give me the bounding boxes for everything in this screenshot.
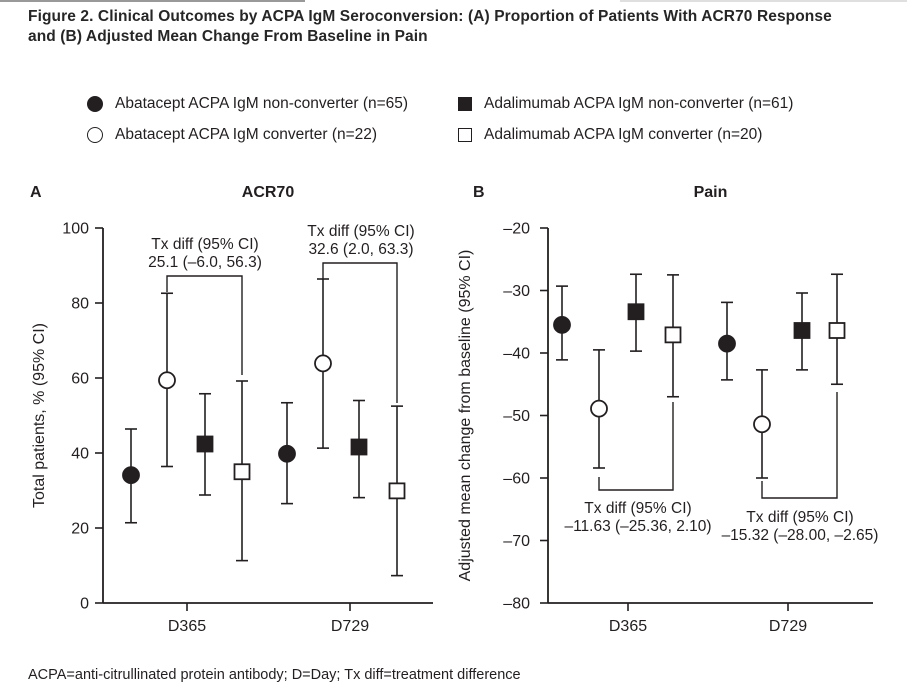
circle-open-icon xyxy=(87,127,103,143)
panel-A-x-label-D365: D365 xyxy=(168,618,206,635)
panel-B-point-circle-filled-D729 xyxy=(718,334,736,353)
panel-B-y-tick-label: –40 xyxy=(503,346,530,363)
panel-B-y-tick-label: –30 xyxy=(503,283,530,300)
figure-title-line1: Figure 2. Clinical Outcomes by ACPA IgM … xyxy=(28,8,832,25)
footnote: ACPA=anti-citrullinated protein antibody… xyxy=(28,667,521,683)
panel-B-y-axis-title: Adjusted mean change from baseline (95% … xyxy=(457,250,474,582)
panel-B-label: B xyxy=(473,184,485,201)
panel-B-txdiff-text-D365-line2: –11.63 (–25.36, 2.10) xyxy=(564,518,711,535)
panel-B-txdiff-text-D729-line2: –15.32 (–28.00, –2.65) xyxy=(722,527,879,544)
panel-A-y-tick-label: 20 xyxy=(71,521,89,538)
legend-label: Adalimumab ACPA IgM converter (n=20) xyxy=(484,126,763,143)
legend-label: Abatacept ACPA IgM converter (n=22) xyxy=(115,126,378,143)
panel-B-txdiff-text-D729-line1: Tx diff (95% CI) xyxy=(746,509,853,526)
panel-A-txdiff-text-D365-line2: 25.1 (–6.0, 56.3) xyxy=(148,254,262,271)
panel-B-point-circle-filled-D365 xyxy=(553,315,571,334)
panel-B-txdiff-text-D365-line1: Tx diff (95% CI) xyxy=(584,500,691,517)
panel-A-point-circle-filled-D365 xyxy=(122,466,140,485)
panel-A-x-label-D729: D729 xyxy=(331,618,369,635)
panel-B-y-tick-label: –20 xyxy=(503,221,530,238)
figure-title: Figure 2. Clinical Outcomes by ACPA IgM … xyxy=(28,7,832,47)
panel-A-point-square-open-D729 xyxy=(388,482,406,500)
legend-item-2: Abatacept ACPA IgM converter (n=22) xyxy=(87,126,377,144)
panel-A-txdiff-text-D365-line1: Tx diff (95% CI) xyxy=(151,236,258,253)
panel-A-y-tick-label: 40 xyxy=(71,446,89,463)
panel-B-point-square-open-D365 xyxy=(664,326,682,344)
panel-A-y-tick-label: 100 xyxy=(62,221,89,238)
panel-B-y-tick-label: –80 xyxy=(503,596,530,613)
panel-A-txdiff-text-D729-line2: 32.6 (2.0, 63.3) xyxy=(308,241,413,258)
panel-A-point-square-filled-D365 xyxy=(196,435,214,453)
legend-label: Abatacept ACPA IgM non-converter (n=65) xyxy=(115,95,409,112)
panel-B-x-label-D729: D729 xyxy=(769,618,807,635)
legend-item-3: Adalimumab ACPA IgM non-converter (n=61) xyxy=(458,95,793,113)
panel-A-point-square-open-D365 xyxy=(233,463,251,481)
panel-B-point-square-open-D729 xyxy=(828,322,846,339)
panel-A-txdiff-text-D729-line1: Tx diff (95% CI) xyxy=(307,223,414,240)
panel-B-txdiff-bracket-D365 xyxy=(598,402,674,491)
crop-artifact-left xyxy=(0,0,305,2)
legend-label: Adalimumab ACPA IgM non-converter (n=61) xyxy=(484,95,794,112)
panel-B-txdiff-bracket-D729 xyxy=(761,392,838,499)
legend-item-1: Abatacept ACPA IgM non-converter (n=65) xyxy=(87,95,408,113)
panel-B-y-tick-label: –50 xyxy=(503,408,530,425)
figure-title-line2: and (B) Adjusted Mean Change From Baseli… xyxy=(28,28,428,45)
panel-A-txdiff-bracket-D365 xyxy=(166,275,243,375)
panel-B-y-tick-label: –60 xyxy=(503,471,530,488)
square-filled-icon xyxy=(458,97,472,111)
panel-A-txdiff-bracket-D729 xyxy=(322,262,398,403)
legend-item-4: Adalimumab ACPA IgM converter (n=20) xyxy=(458,126,762,144)
panel-A-y-tick-label: 0 xyxy=(80,596,89,613)
panel-A-y-axis-title: Total patients, % (95% CI) xyxy=(31,323,48,508)
panel-A-title: ACR70 xyxy=(242,184,295,201)
panel-B-point-circle-open-D365 xyxy=(590,399,608,418)
panel-B-title: Pain xyxy=(694,184,728,201)
square-open-icon xyxy=(458,128,472,142)
crop-artifact-right xyxy=(620,0,907,2)
panel-A-point-square-filled-D729 xyxy=(350,438,368,456)
panel-A-point-circle-open-D729 xyxy=(314,354,332,373)
panel-A-y-tick-label: 80 xyxy=(71,296,89,313)
panel-A-y-tick-label: 60 xyxy=(71,371,89,388)
circle-filled-icon xyxy=(87,96,103,112)
panel-B-point-square-filled-D365 xyxy=(627,303,645,321)
panel-A-point-circle-filled-D729 xyxy=(278,444,296,463)
panel-B-point-circle-open-D729 xyxy=(753,415,771,434)
panel-B-point-square-filled-D729 xyxy=(793,322,811,339)
panel-B-y-tick-label: –70 xyxy=(503,533,530,550)
panel-A-label: A xyxy=(30,184,42,201)
panel-A-point-circle-open-D365 xyxy=(158,371,176,390)
panel-B-x-label-D365: D365 xyxy=(609,618,647,635)
